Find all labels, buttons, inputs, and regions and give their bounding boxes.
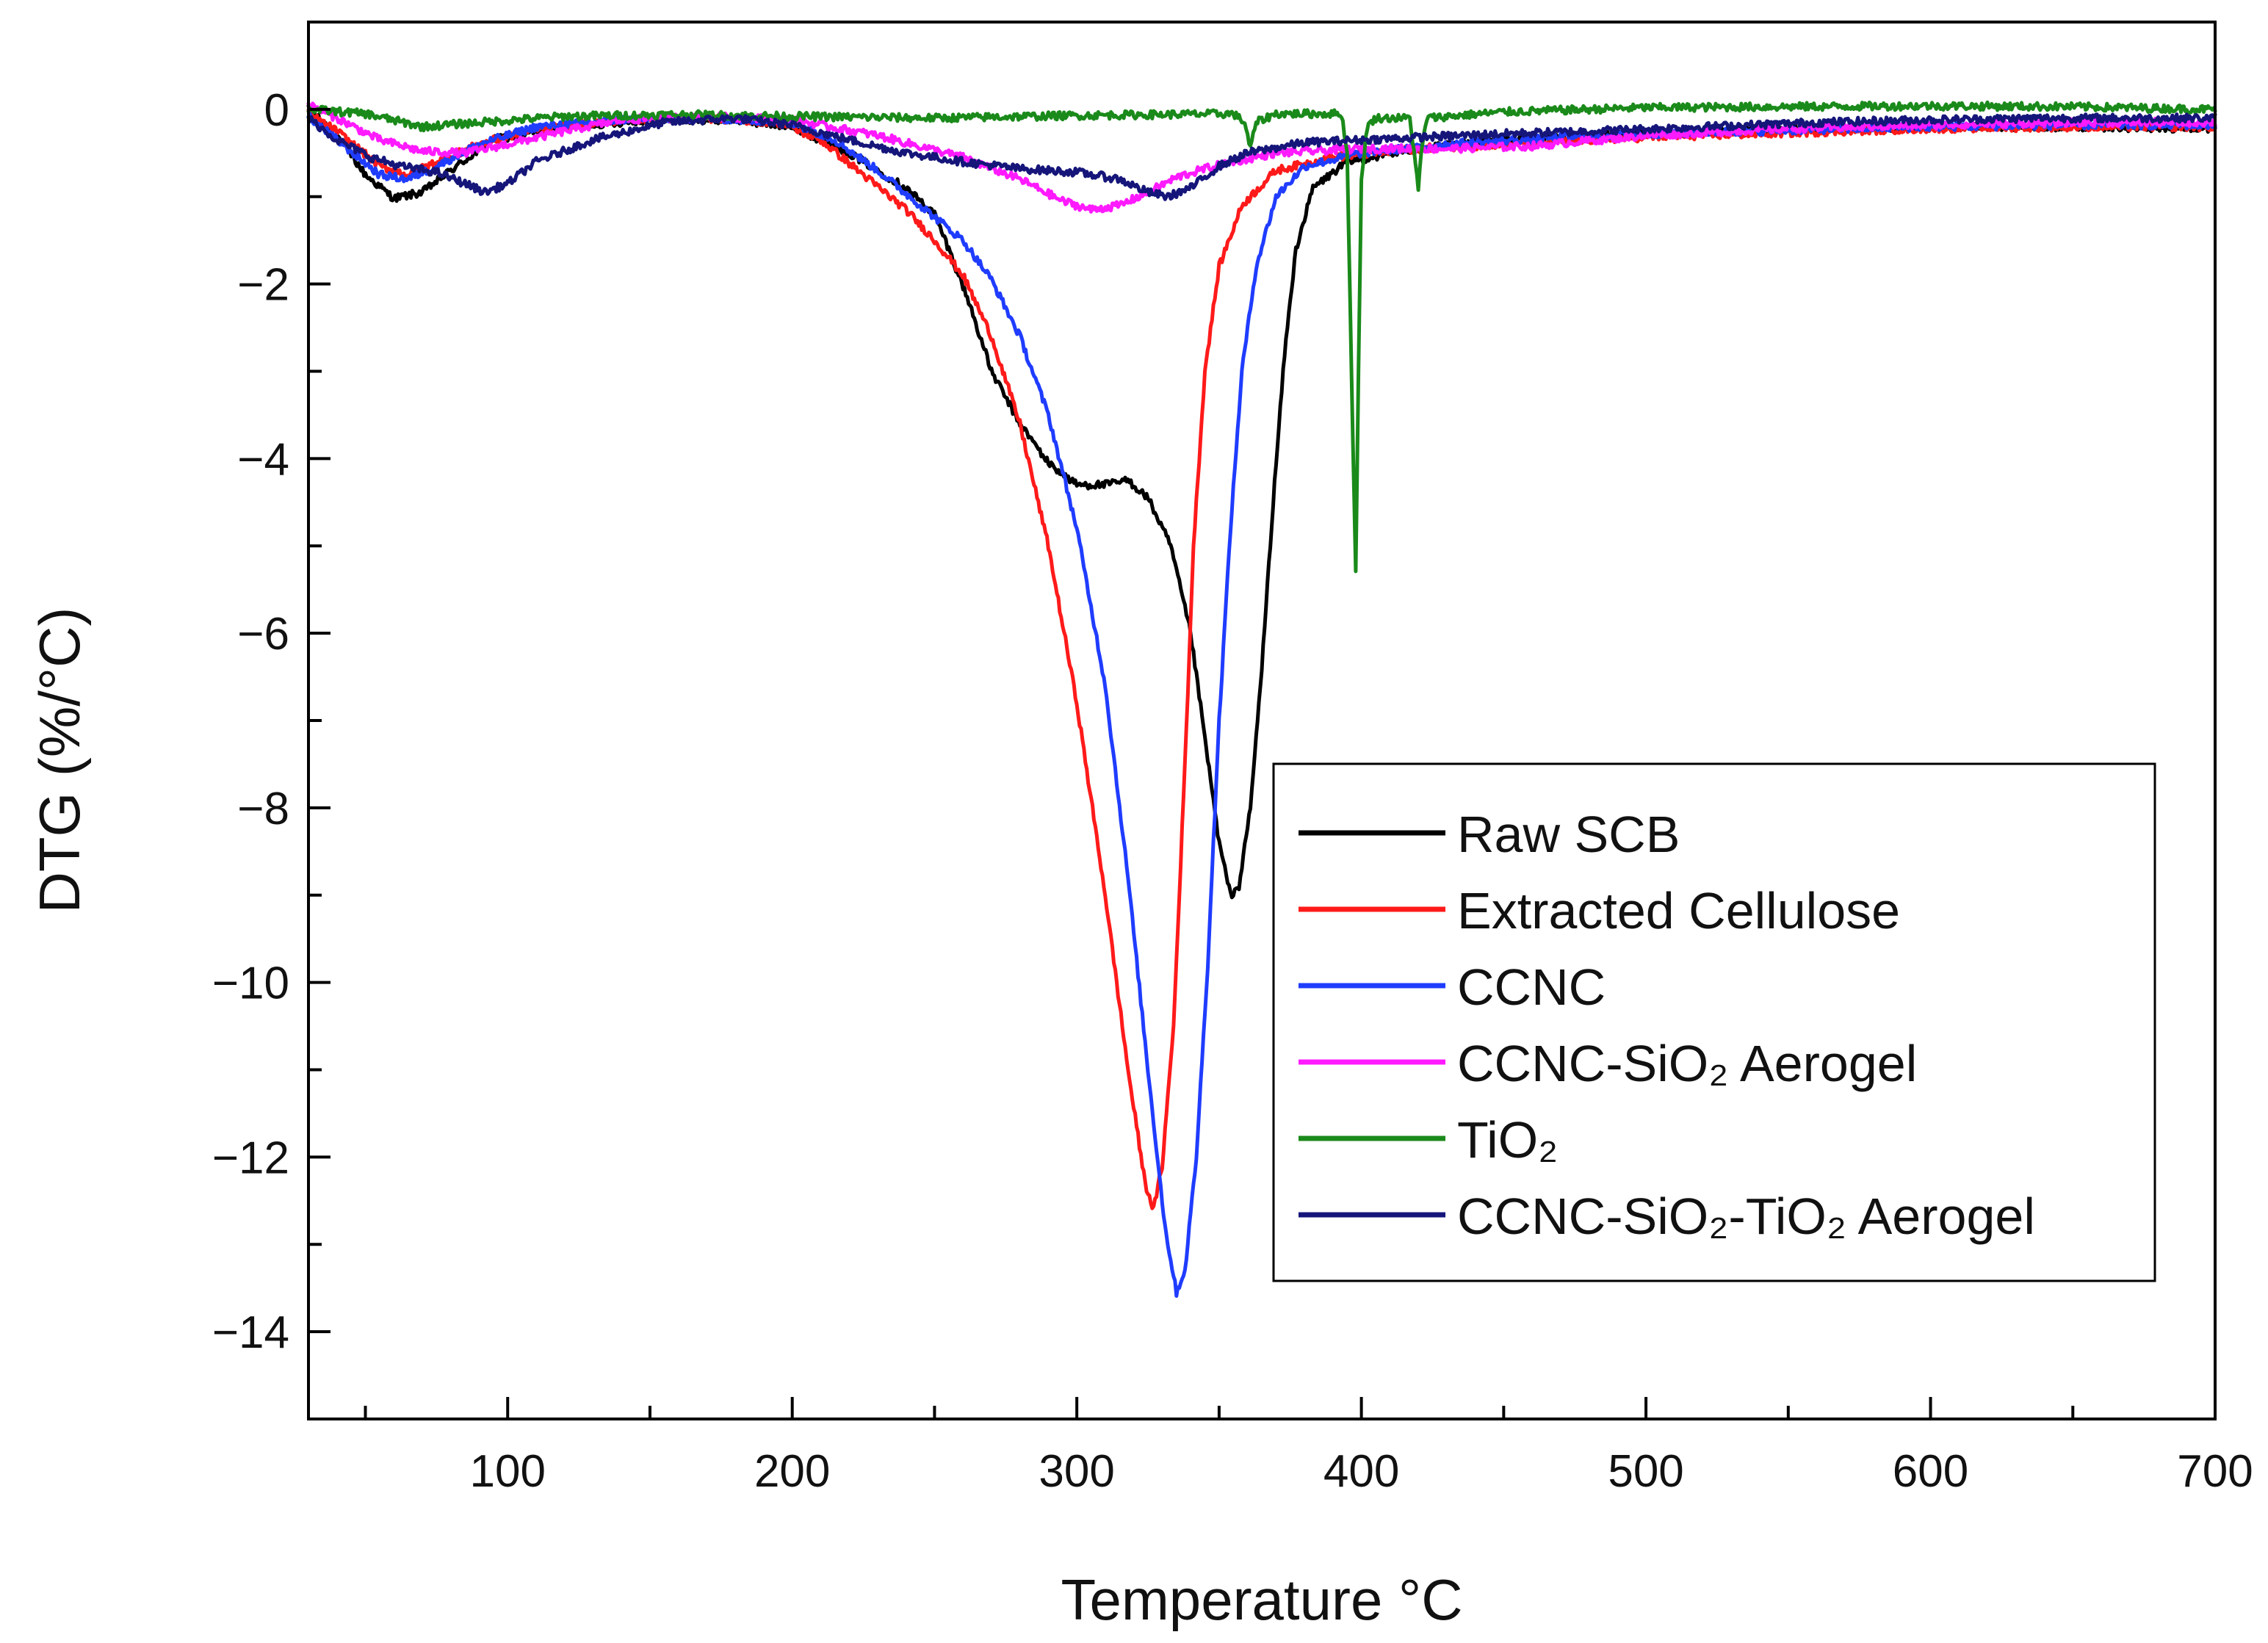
y-tick-label: −10 bbox=[212, 958, 289, 1009]
legend-label-0: Raw SCB bbox=[1457, 806, 1680, 863]
x-tick-label: 500 bbox=[1608, 1446, 1683, 1497]
legend-box bbox=[1272, 762, 2156, 1282]
legend-label-3: CCNC-SiO₂ Aerogel bbox=[1457, 1035, 1917, 1092]
legend: Raw SCB Extracted Cellulose CCNC CCNC-SiO₂ … bbox=[1272, 762, 2156, 1282]
x-tick-label: 300 bbox=[1039, 1446, 1114, 1497]
x-tick-label: 200 bbox=[754, 1446, 830, 1497]
series-line-4 bbox=[306, 100, 2217, 574]
y-tick-label: 0 bbox=[264, 85, 289, 136]
y-tick-label: −12 bbox=[212, 1133, 289, 1183]
series-line-5 bbox=[306, 112, 2217, 201]
y-tick-label: −8 bbox=[237, 784, 289, 834]
x-tick-label: 100 bbox=[469, 1446, 545, 1497]
y-tick-label: −2 bbox=[237, 260, 289, 311]
legend-label-1: Extracted Cellulose bbox=[1457, 882, 1900, 939]
y-tick-label: −6 bbox=[237, 609, 289, 660]
y-tick-label: −4 bbox=[237, 434, 289, 485]
x-tick-label: 600 bbox=[1893, 1446, 1968, 1497]
legend-label-2: CCNC bbox=[1457, 958, 1606, 1016]
x-tick-label: 700 bbox=[2177, 1446, 2253, 1497]
y-axis-title: DTG (%/°C) bbox=[27, 607, 92, 914]
legend-label-4: TiO₂ bbox=[1457, 1111, 1558, 1169]
legend-label-5: CCNC-SiO₂-TiO₂ Aerogel bbox=[1457, 1188, 2035, 1245]
y-axis: 0 −2 −4 −6 −8 −10 −12 −14 bbox=[212, 21, 331, 1420]
x-axis: 100 200 300 400 500 600 700 bbox=[364, 1397, 2253, 1497]
x-tick-label: 400 bbox=[1323, 1446, 1399, 1497]
series-layer bbox=[306, 100, 2217, 1298]
x-axis-title: Temperature °C bbox=[1061, 1567, 1462, 1632]
legend-items: Raw SCB Extracted Cellulose CCNC CCNC-SiO₂ … bbox=[1299, 806, 2035, 1245]
y-tick-label: −14 bbox=[212, 1307, 289, 1358]
